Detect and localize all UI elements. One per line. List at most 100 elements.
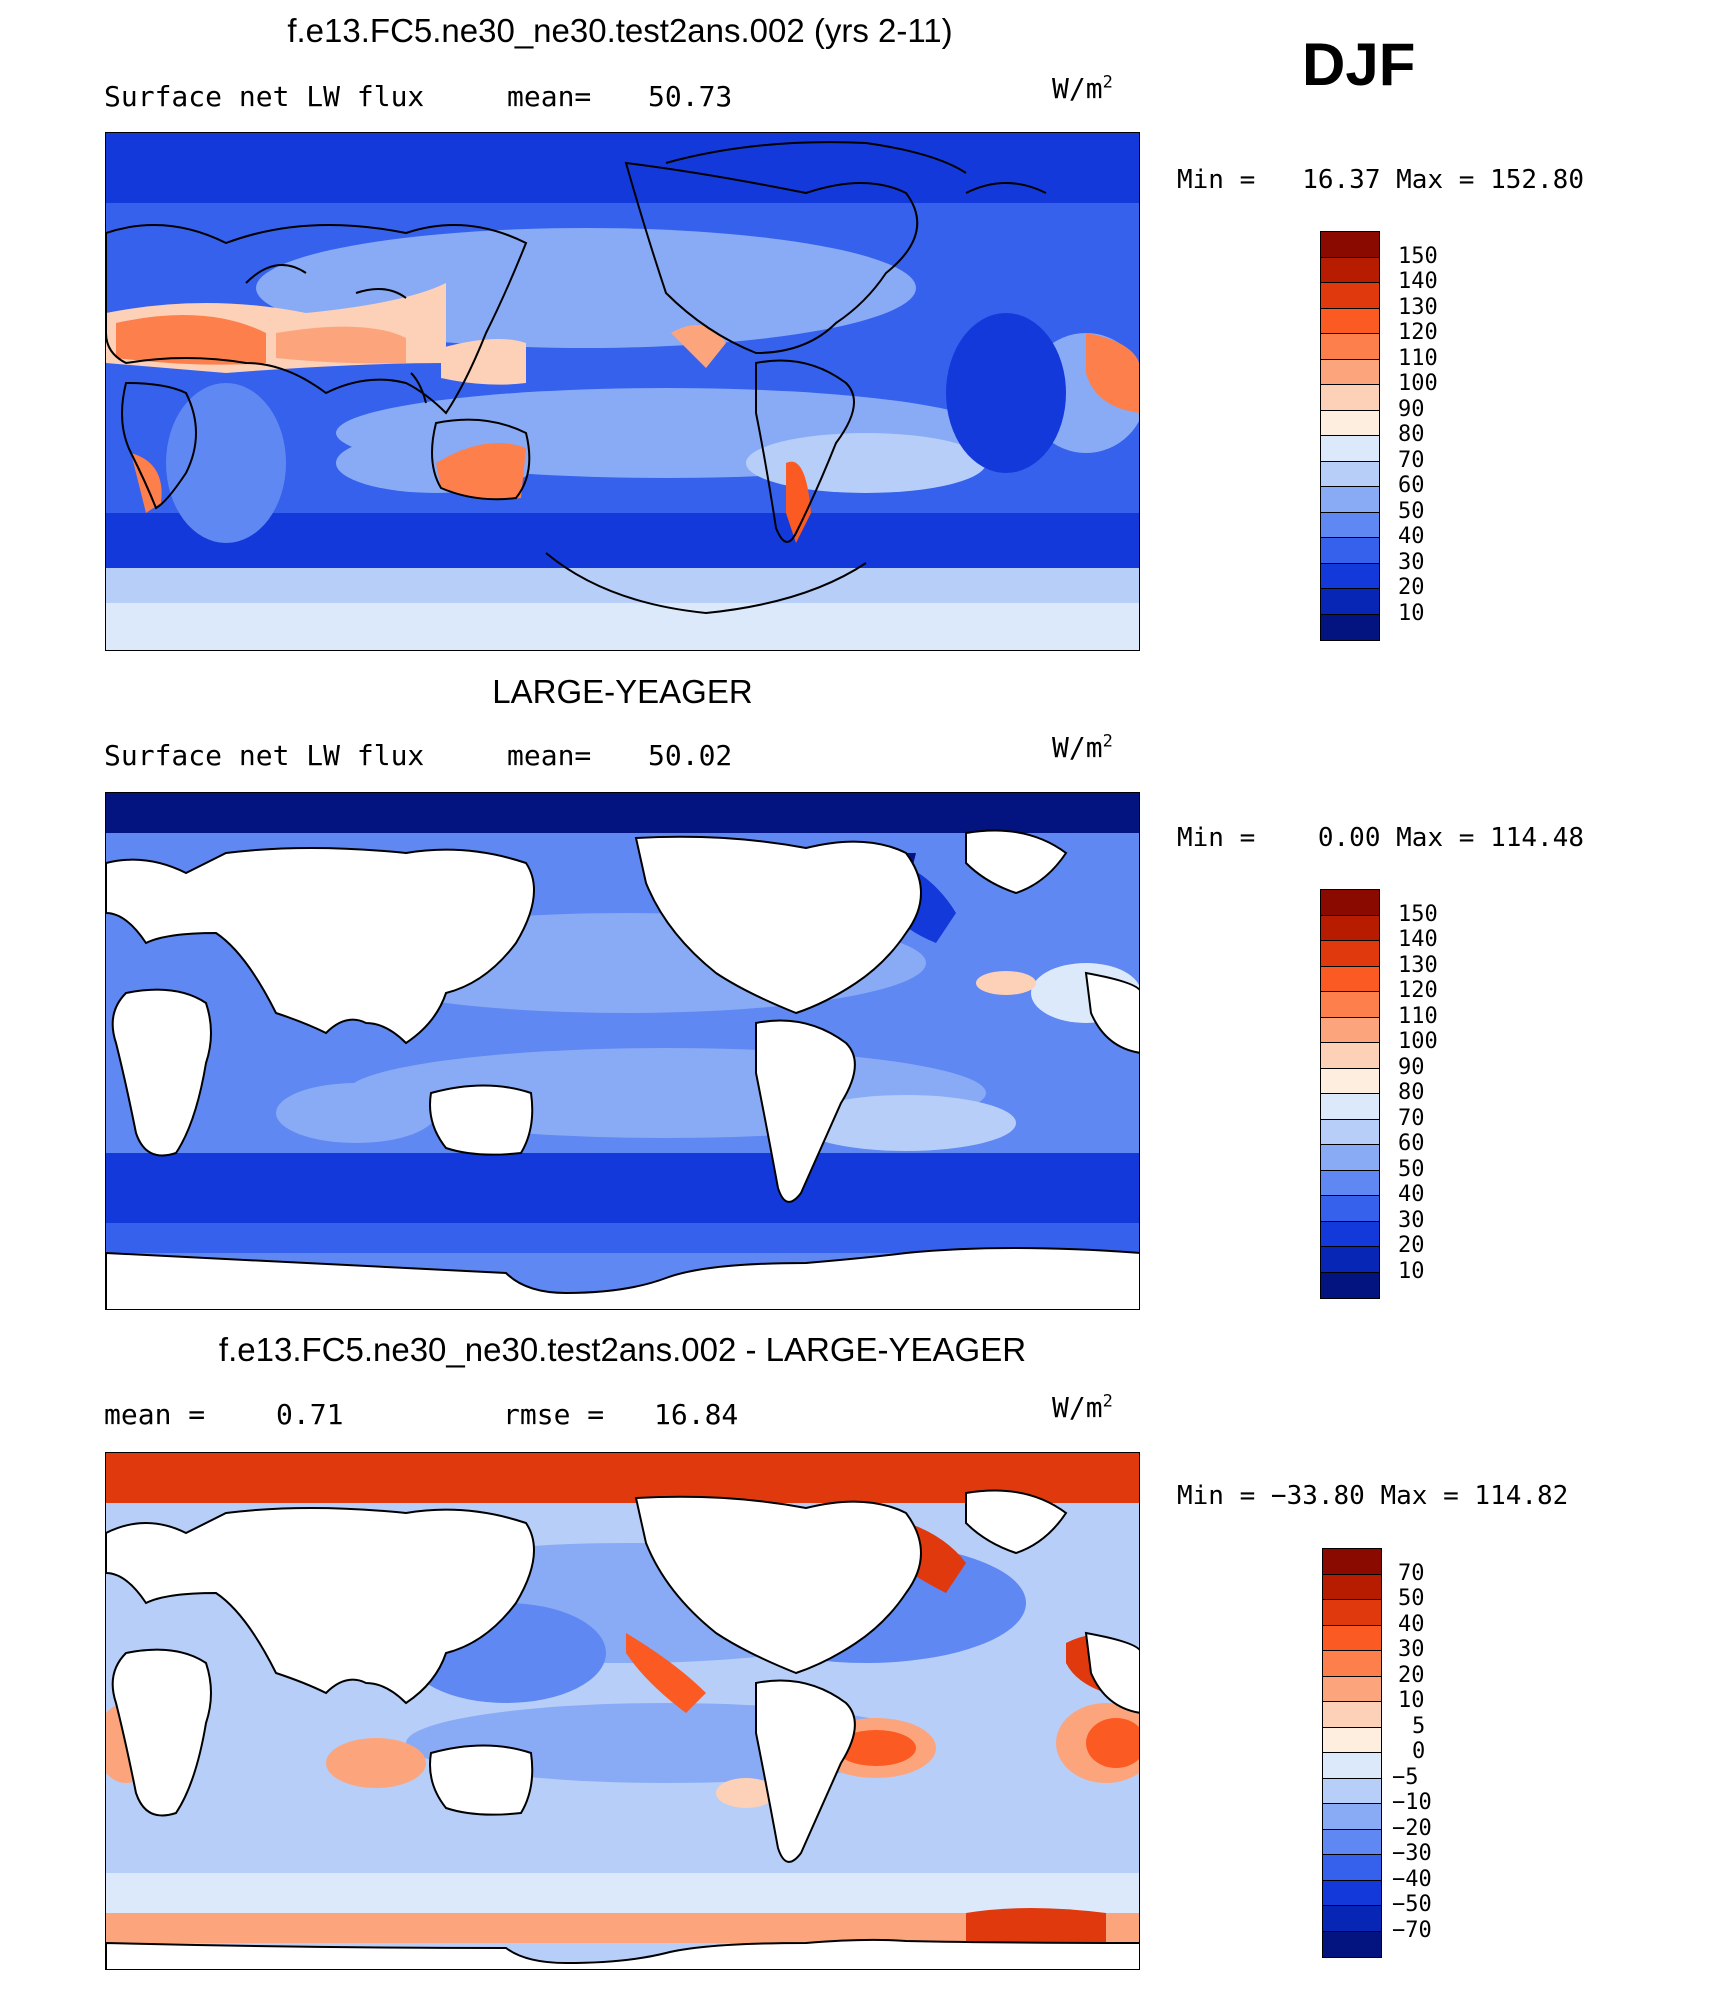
colorbar-tick-label: −10 — [1392, 1790, 1432, 1815]
panel-3-mean-value: 0.71 — [276, 1398, 344, 1431]
colorbar-tick-label: −50 — [1392, 1892, 1432, 1917]
colorbar-swatch — [1323, 1676, 1381, 1702]
panel-3-colorbar — [1322, 1548, 1382, 1958]
colorbar-tick-label: −30 — [1392, 1841, 1432, 1866]
colorbar-swatch — [1321, 589, 1379, 615]
colorbar-tick-label: 140 — [1398, 927, 1438, 952]
colorbar-swatch — [1321, 283, 1379, 309]
colorbar-swatch — [1321, 1145, 1379, 1171]
colorbar-swatch — [1321, 410, 1379, 436]
colorbar-tick-label: 120 — [1398, 978, 1438, 1003]
colorbar-swatch — [1323, 1702, 1381, 1728]
colorbar-swatch — [1323, 1574, 1381, 1600]
colorbar-tick-label: 50 — [1398, 498, 1425, 524]
season-label: DJF — [1302, 31, 1416, 98]
colorbar-swatch — [1321, 1170, 1379, 1196]
colorbar-tick-label: 150 — [1398, 243, 1438, 269]
colorbar-swatch — [1321, 915, 1379, 941]
colorbar-swatch — [1321, 359, 1379, 385]
colorbar-swatch — [1321, 385, 1379, 411]
colorbar-tick-label: 10 — [1398, 1688, 1425, 1713]
colorbar-tick-label: 40 — [1398, 1611, 1425, 1637]
colorbar-swatch — [1321, 1119, 1379, 1145]
colorbar-swatch — [1323, 1906, 1381, 1932]
colorbar-tick-label: 130 — [1398, 294, 1438, 320]
colorbar-tick-label: 120 — [1398, 320, 1438, 345]
colorbar-tick-label: 80 — [1398, 1080, 1425, 1105]
colorbar-tick-label: −20 — [1392, 1815, 1432, 1841]
colorbar-tick-label: 10 — [1398, 600, 1425, 626]
panel-3-minmax: Min = −33.80 Max = 114.82 — [1177, 1481, 1569, 1511]
colorbar-tick-label: 30 — [1398, 1637, 1425, 1662]
panel-2-mean-value: 50.02 — [648, 739, 733, 772]
panel-1-title: f.e13.FC5.ne30_ne30.test2ans.002 (yrs 2-… — [287, 12, 953, 49]
colorbar-swatch — [1321, 1196, 1379, 1222]
colorbar-tick-label: 100 — [1398, 371, 1438, 396]
panel-3-map — [105, 1452, 1140, 1970]
panel-2-units: W/m2 — [1052, 731, 1113, 764]
colorbar-tick-label: 70 — [1398, 447, 1425, 473]
colorbar-swatch — [1321, 890, 1379, 916]
colorbar-swatch — [1321, 992, 1379, 1018]
colorbar-swatch — [1321, 1017, 1379, 1043]
colorbar-swatch — [1323, 1651, 1381, 1677]
colorbar-swatch — [1323, 1829, 1381, 1855]
colorbar-tick-label: 140 — [1398, 269, 1438, 294]
colorbar-tick-label: 40 — [1398, 1182, 1425, 1207]
colorbar-swatch — [1321, 614, 1379, 640]
colorbar-tick-label: 0 — [1412, 1739, 1426, 1764]
panel-3-mean-label: mean = — [104, 1398, 206, 1431]
colorbar-tick-label: 5 — [1412, 1713, 1426, 1739]
colorbar-swatch — [1321, 941, 1379, 967]
colorbar-swatch — [1323, 1855, 1381, 1881]
colorbar-swatch — [1321, 232, 1379, 258]
colorbar-tick-label: 90 — [1398, 396, 1425, 422]
colorbar-swatch — [1321, 1043, 1379, 1069]
colorbar-tick-label: 80 — [1398, 422, 1425, 447]
panel-2-variable-label: Surface net LW flux — [104, 739, 425, 772]
colorbar-swatch — [1321, 1068, 1379, 1094]
panel-1-units: W/m2 — [1052, 72, 1113, 105]
colorbar-tick-label: 70 — [1398, 1105, 1425, 1131]
colorbar-tick-label: 10 — [1398, 1258, 1425, 1284]
colorbar-swatch — [1321, 1272, 1379, 1298]
colorbar-swatch — [1321, 966, 1379, 992]
panel-1-variable-label: Surface net LW flux — [104, 80, 425, 113]
colorbar-tick-label: 110 — [1398, 345, 1438, 371]
panel-2-map — [105, 792, 1140, 1310]
colorbar-tick-label: 50 — [1398, 1586, 1425, 1611]
panel-3-rmse-label: rmse = — [503, 1398, 605, 1431]
colorbar-tick-label: −5 — [1392, 1764, 1419, 1790]
colorbar-tick-label: 60 — [1398, 1131, 1425, 1156]
colorbar-tick-label: 30 — [1398, 549, 1425, 575]
colorbar-swatch — [1323, 1880, 1381, 1906]
colorbar-tick-label: 20 — [1398, 575, 1425, 600]
panel-2-minmax: Min = 0.00 Max = 114.48 — [1177, 823, 1584, 853]
panel-2-title: LARGE-YEAGER — [492, 673, 753, 710]
panel-1-map — [105, 132, 1140, 651]
panel-3-units: W/m2 — [1052, 1391, 1113, 1424]
colorbar-tick-label: −70 — [1392, 1917, 1432, 1943]
colorbar-swatch — [1323, 1804, 1381, 1830]
colorbar-swatch — [1321, 512, 1379, 538]
colorbar-swatch — [1323, 1727, 1381, 1753]
colorbar-tick-label: 150 — [1398, 901, 1438, 927]
colorbar-swatch — [1321, 563, 1379, 589]
colorbar-swatch — [1321, 308, 1379, 334]
colorbar-swatch — [1321, 487, 1379, 513]
colorbar-tick-label: 130 — [1398, 952, 1438, 978]
colorbar-swatch — [1321, 1094, 1379, 1120]
colorbar-tick-label: 90 — [1398, 1054, 1425, 1080]
colorbar-tick-label: 40 — [1398, 524, 1425, 549]
colorbar-tick-label: 30 — [1398, 1207, 1425, 1233]
panel-2-colorbar — [1320, 889, 1380, 1299]
colorbar-tick-label: 20 — [1398, 1233, 1425, 1258]
colorbar-swatch — [1323, 1600, 1381, 1626]
panel-3-title: f.e13.FC5.ne30_ne30.test2ans.002 - LARGE… — [218, 1331, 1027, 1368]
colorbar-swatch — [1323, 1931, 1381, 1957]
colorbar-swatch — [1323, 1549, 1381, 1575]
colorbar-tick-label: 50 — [1398, 1156, 1425, 1182]
colorbar-swatch — [1321, 257, 1379, 283]
panel-3-rmse-value: 16.84 — [654, 1398, 739, 1431]
colorbar-swatch — [1323, 1625, 1381, 1651]
